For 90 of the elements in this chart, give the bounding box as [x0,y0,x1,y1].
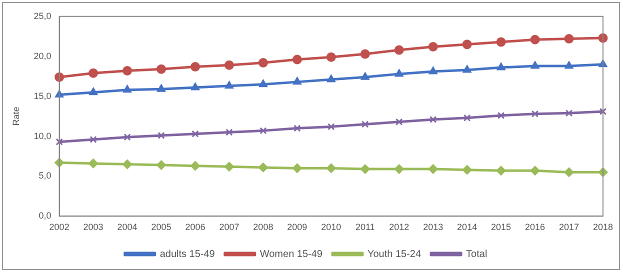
point [496,37,506,47]
point [530,34,540,44]
point [326,164,336,173]
point [88,68,98,78]
x-tick-label: 2014 [457,222,478,232]
x-tick-label: 2017 [558,222,580,232]
point [496,166,506,176]
legend-label: Women 15-49 [260,248,323,260]
point [531,110,539,118]
x-tick-label: 2002 [49,222,70,232]
y-tick-label: 15,0 [34,90,52,101]
point [260,127,267,134]
point [89,88,98,96]
point [90,136,97,144]
point [122,160,132,169]
point [462,40,472,50]
point [530,61,540,69]
x-tick-label: 2003 [83,222,104,232]
point [462,165,472,175]
y-tick-label: 5,0 [38,170,52,181]
point [258,80,268,88]
y-tick-label: 10,0 [34,130,52,141]
point [463,114,471,122]
point [123,85,132,93]
point [599,108,607,116]
point [362,120,369,128]
point [496,62,506,70]
x-tick-label: 2006 [185,222,206,232]
point [360,72,370,80]
point [428,66,438,74]
point [192,130,199,138]
point [530,166,540,176]
y-axis-title: Rate [10,106,21,126]
point [360,164,370,174]
point [190,161,200,171]
x-tick-label: 2011 [355,222,375,232]
point [294,124,301,132]
point [190,62,200,72]
point [430,116,437,124]
y-tick-label: 0,0 [38,210,52,221]
x-tick-label: 2005 [151,222,172,232]
point [156,64,166,74]
point [394,45,404,55]
point [292,164,302,173]
point [292,77,302,85]
x-tick-label: 2004 [117,222,138,232]
point [326,74,336,82]
point [124,134,131,141]
point [428,42,438,52]
point [564,61,574,69]
point [226,128,233,136]
x-tick-label: 2010 [321,222,342,232]
x-tick-label: 2015 [491,222,512,232]
point [292,54,302,64]
x-tick-label: 2008 [253,222,274,232]
point [258,162,268,172]
x-tick-label: 2016 [525,222,546,232]
y-tick-label: 25,0 [34,10,52,21]
point [158,132,165,140]
x-tick-label: 2012 [389,222,410,232]
point [326,52,336,62]
point [360,49,370,59]
point [394,69,404,77]
legend-label: Total [466,248,488,260]
point [224,162,234,172]
point [328,123,335,130]
point [157,84,166,92]
point [122,66,132,76]
point [56,138,63,146]
point [564,167,574,177]
point [497,112,505,120]
legend-label: Youth 15-24 [367,248,422,260]
point [564,34,574,44]
y-tick-label: 20,0 [34,50,52,61]
point [565,110,573,117]
point [225,81,234,89]
point [191,82,200,90]
point [428,164,438,174]
point [396,118,403,126]
legend-label: adults 15-49 [160,248,216,260]
point [462,65,472,73]
x-tick-label: 2018 [592,222,614,232]
point [258,58,268,68]
point [224,60,234,70]
point [394,164,404,174]
x-tick-label: 2013 [423,222,444,232]
x-tick-label: 2007 [219,222,240,232]
x-tick-label: 2009 [287,222,308,232]
point [156,160,166,170]
point [88,158,98,168]
